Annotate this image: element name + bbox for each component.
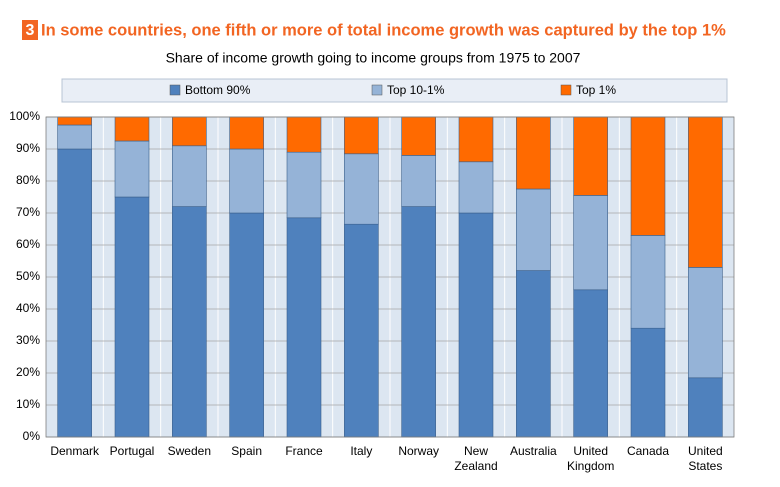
x-tick-label: Norway <box>398 444 439 458</box>
figure-number: 3 <box>26 22 35 39</box>
x-tick-label: Portugal <box>109 444 155 458</box>
y-tick-label: 30% <box>16 333 40 347</box>
bar-segment <box>172 206 207 438</box>
legend-swatch <box>371 84 383 96</box>
bar-segment <box>344 223 379 438</box>
legend-swatch <box>169 84 181 96</box>
bar-segment <box>401 116 436 156</box>
bar-segment <box>57 148 92 438</box>
figure-badge <box>22 20 38 40</box>
bar-segment <box>573 289 608 438</box>
legend-swatch <box>560 84 572 96</box>
bar-segment <box>114 140 150 198</box>
x-tick-label: Spain <box>231 444 262 458</box>
chart-title: In some countries, one fifth or more of … <box>41 21 726 39</box>
bar-segment <box>229 116 264 150</box>
y-tick-label: 60% <box>16 237 40 251</box>
bar-segment <box>688 267 723 379</box>
bar-segment <box>401 155 436 207</box>
x-tick-label: Denmark <box>50 444 99 458</box>
bar-segment <box>573 195 608 291</box>
plot-border <box>45 116 735 438</box>
bar-segment <box>114 116 150 142</box>
bar-segment <box>344 153 379 225</box>
bar-segment <box>573 116 608 196</box>
bar-segment <box>516 270 551 438</box>
legend-label: Top 1% <box>576 83 616 97</box>
bar-segment <box>229 212 264 438</box>
bar-segment <box>344 116 379 155</box>
y-tick-label: 70% <box>16 205 40 219</box>
bar-segment <box>286 217 322 438</box>
y-tick-label: 40% <box>16 301 40 315</box>
y-tick-label: 10% <box>16 397 40 411</box>
bar-segment <box>458 116 494 163</box>
x-tick-label: United Kingdom <box>566 444 615 473</box>
x-tick-label: United States <box>687 444 723 473</box>
bar-segment <box>401 206 436 438</box>
x-tick-label: Australia <box>509 444 557 458</box>
bar-segment <box>286 116 322 153</box>
y-tick-label: 20% <box>16 365 40 379</box>
bar-segment <box>458 212 494 438</box>
bar-segment <box>458 161 494 214</box>
x-tick-label: New Zealand <box>454 444 498 473</box>
bar-segment <box>172 145 207 207</box>
x-tick-label: Italy <box>350 444 373 458</box>
bar-segment <box>286 151 322 219</box>
bar-segment <box>172 116 207 147</box>
bar-segment <box>630 235 666 329</box>
x-tick-label: Sweden <box>167 444 212 458</box>
bar-segment <box>630 116 666 236</box>
x-tick-label: Canada <box>626 444 670 458</box>
y-tick-label: 80% <box>16 173 40 187</box>
x-tick-label: France <box>285 444 323 458</box>
bar-segment <box>516 116 551 190</box>
y-tick-label: 50% <box>16 269 40 283</box>
bar-segment <box>688 377 723 438</box>
legend-label: Top 10-1% <box>387 83 445 97</box>
legend-label: Bottom 90% <box>185 83 251 97</box>
chart-subtitle: Share of income growth going to income g… <box>166 50 581 66</box>
y-tick-label: 90% <box>16 141 40 155</box>
bar-segment <box>630 327 666 438</box>
bar-segment <box>516 188 551 271</box>
bar-segment <box>688 116 723 268</box>
bar-segment <box>114 196 150 438</box>
y-tick-label: 0% <box>23 429 41 443</box>
bar-segment <box>57 124 92 150</box>
bar-segment <box>229 148 264 214</box>
y-tick-label: 100% <box>9 109 40 123</box>
bar-segment <box>57 116 92 126</box>
